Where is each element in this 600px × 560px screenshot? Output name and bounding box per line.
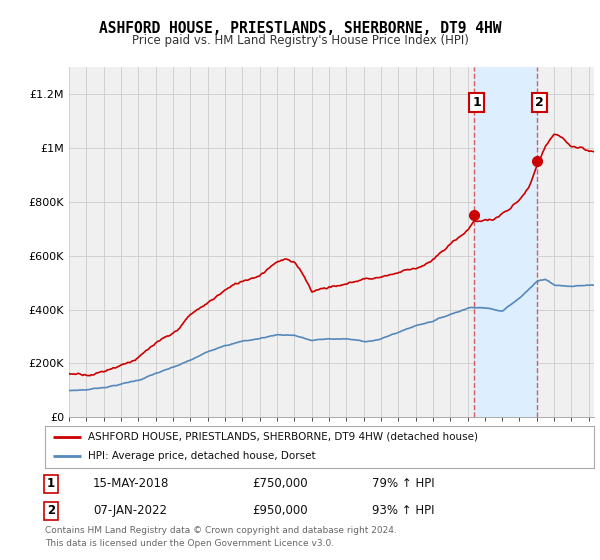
Text: 2: 2 xyxy=(535,96,544,109)
Text: HPI: Average price, detached house, Dorset: HPI: Average price, detached house, Dors… xyxy=(88,451,316,461)
Text: 1: 1 xyxy=(472,96,481,109)
Text: 2: 2 xyxy=(47,504,55,517)
Text: 15-MAY-2018: 15-MAY-2018 xyxy=(93,477,169,491)
Text: ASHFORD HOUSE, PRIESTLANDS, SHERBORNE, DT9 4HW (detached house): ASHFORD HOUSE, PRIESTLANDS, SHERBORNE, D… xyxy=(88,432,478,442)
Text: 79% ↑ HPI: 79% ↑ HPI xyxy=(372,477,434,491)
Bar xyxy=(474,67,537,417)
Text: 93% ↑ HPI: 93% ↑ HPI xyxy=(372,504,434,517)
Text: ASHFORD HOUSE, PRIESTLANDS, SHERBORNE, DT9 4HW: ASHFORD HOUSE, PRIESTLANDS, SHERBORNE, D… xyxy=(99,21,501,36)
Text: 1: 1 xyxy=(47,477,55,491)
Text: £950,000: £950,000 xyxy=(252,504,308,517)
Text: Price paid vs. HM Land Registry's House Price Index (HPI): Price paid vs. HM Land Registry's House … xyxy=(131,34,469,46)
Text: 07-JAN-2022: 07-JAN-2022 xyxy=(93,504,167,517)
Text: £750,000: £750,000 xyxy=(252,477,308,491)
Text: Contains HM Land Registry data © Crown copyright and database right 2024.
This d: Contains HM Land Registry data © Crown c… xyxy=(45,526,397,548)
